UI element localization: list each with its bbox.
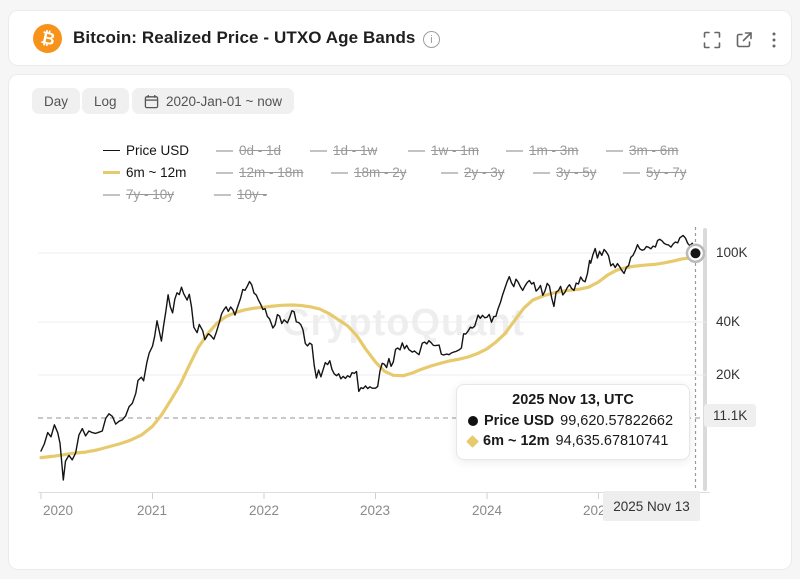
legend-item-3y-5y[interactable]: 3y - 5y [533,165,597,180]
chart-tooltip: 2025 Nov 13, UTC Price USD 99,620.578226… [456,384,690,460]
gridlines [38,252,706,376]
x-axis [38,492,710,499]
y-axis-label-100k: 100K [716,245,748,260]
y-axis-label-20k: 20K [716,367,741,382]
bitcoin-logo-icon: ₿ [33,24,62,53]
tooltip-row-price: Price USD 99,620.57822662 [468,411,678,431]
date-range-button[interactable]: 2020-Jan-01 ~ now [132,88,294,114]
interval-day-button[interactable]: Day [32,88,81,114]
legend-item-7y-10y[interactable]: 7y - 10y [103,187,174,202]
legend-swatch [441,171,458,174]
tooltip-date: 2025 Nov 13, UTC [512,392,634,408]
tooltip-row-band: 6m ~ 12m 94,635.67810741 [466,431,678,451]
x-axis-label-2024: 2024 [471,503,503,518]
y-axis-label-40k: 40K [716,314,741,329]
legend-swatch [103,171,120,174]
legend-item-1d-1w[interactable]: 1d - 1w [310,143,377,158]
legend-swatch [310,149,327,152]
legend-item-5y-7y[interactable]: 5y - 7y [623,165,687,180]
y-axis-level-badge: 11.1K [704,404,757,427]
legend-swatch [214,193,231,196]
legend-swatch [103,193,120,196]
x-axis-label-2020: 2020 [42,503,74,518]
band-diamond-icon [466,434,479,448]
x-axis-label-2021: 2021 [136,503,168,518]
fullscreen-icon[interactable] [703,31,721,49]
legend-item-10y[interactable]: 10y - [214,187,267,202]
chart-right-scrollbar[interactable] [703,228,707,491]
legend-item-12m-18m[interactable]: 12m - 18m [216,165,304,180]
x-axis-label-2023: 2023 [359,503,391,518]
legend-swatch [408,149,425,152]
x-axis-cursor-badge: 2025 Nov 13 [603,491,700,521]
legend-swatch [216,149,233,152]
legend-swatch [506,149,523,152]
legend-item-1m-3m[interactable]: 1m - 3m [506,143,579,158]
price-usd-dot-icon [468,416,478,426]
calendar-icon [144,94,159,108]
legend-item-18m-2y[interactable]: 18m - 2y [331,165,407,180]
series-6m-12m-line [39,255,698,460]
info-icon[interactable]: i [423,31,440,48]
legend-item-1w-1m[interactable]: 1w - 1m [408,143,479,158]
legend-swatch [103,150,120,151]
open-in-new-icon[interactable] [735,31,753,49]
legend-item-price-usd[interactable]: Price USD [103,143,189,158]
scale-log-button[interactable]: Log [82,88,129,114]
legend-item-6m-12m[interactable]: 6m ~ 12m [103,165,186,180]
legend-swatch [606,149,623,152]
legend-swatch [216,171,233,174]
legend-item-3m-6m[interactable]: 3m - 6m [606,143,679,158]
legend-item-2y-3y[interactable]: 2y - 3y [441,165,505,180]
x-axis-label-2022: 2022 [248,503,280,518]
more-options-icon[interactable] [765,31,777,49]
legend-swatch [533,171,550,174]
cursor-marker-dot [690,248,701,259]
page-title: Bitcoin: Realized Price - UTXO Age Bands [73,28,416,47]
legend-item-0d-1d[interactable]: 0d - 1d [216,143,281,158]
legend-swatch [623,171,640,174]
header-card: ₿ Bitcoin: Realized Price - UTXO Age Ban… [8,10,792,66]
series-price-usd-line [40,234,697,481]
date-range-label: 2020-Jan-01 ~ now [166,93,282,109]
legend-swatch [331,171,348,174]
